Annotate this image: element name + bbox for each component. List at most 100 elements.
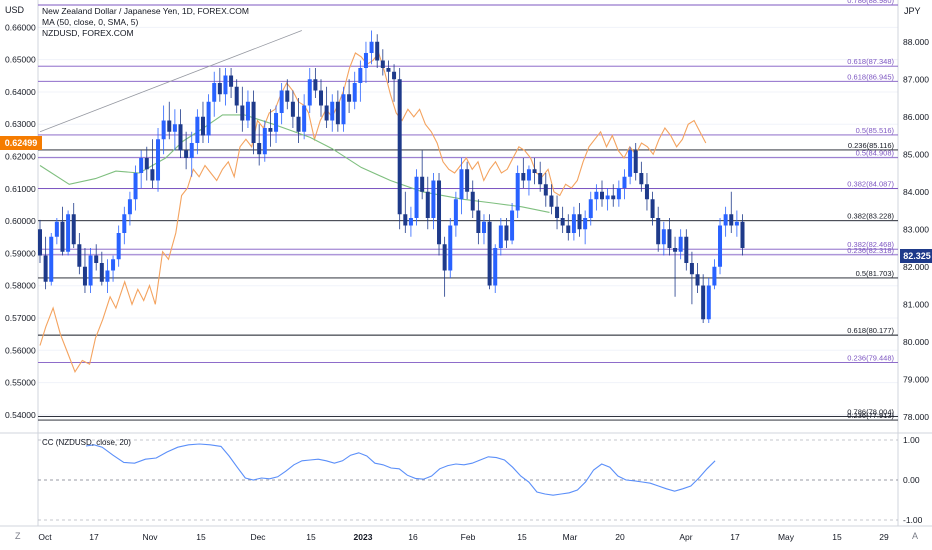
candle-body xyxy=(352,83,357,102)
candle xyxy=(723,206,728,237)
candle-body xyxy=(139,158,144,173)
x-tick-label: 16 xyxy=(408,532,418,542)
candle xyxy=(628,146,633,185)
left-tick-label: 0.56000 xyxy=(5,345,36,355)
nzdjpy-price-tag: 82.325 xyxy=(900,249,932,263)
candle-body xyxy=(498,225,503,248)
candle xyxy=(678,229,683,260)
cc-tick-label: -1.00 xyxy=(903,515,923,525)
left-tick-label: 0.59000 xyxy=(5,248,36,258)
candle xyxy=(234,79,239,113)
ma-legend[interactable]: MA (50, close, 0, SMA, 5) xyxy=(42,17,139,27)
candle xyxy=(644,173,649,211)
candle-body xyxy=(161,120,166,140)
overlay-legend[interactable]: NZDUSD, FOREX.COM xyxy=(42,28,134,38)
candle xyxy=(510,203,515,245)
candle-body xyxy=(689,263,694,275)
fib-label: 0.382(82.468) xyxy=(847,240,894,249)
fib-label: 0.236(77.913) xyxy=(847,411,894,420)
symbol-title[interactable]: New Zealand Dollar / Japanese Yen, 1D, F… xyxy=(42,6,249,16)
right-tick-label: 81.000 xyxy=(903,299,929,309)
left-tick-label: 0.64000 xyxy=(5,87,36,97)
candle xyxy=(380,49,385,76)
candle-body xyxy=(71,214,76,245)
x-tick-label: 15 xyxy=(306,532,316,542)
candle-body xyxy=(701,285,706,320)
trendline[interactable] xyxy=(39,30,302,133)
candle xyxy=(487,214,492,290)
x-tick-label: Apr xyxy=(679,532,692,542)
candle-body xyxy=(380,60,385,68)
candle xyxy=(633,143,638,181)
candle-body xyxy=(442,244,447,271)
x-tick-label: Oct xyxy=(38,532,52,542)
candle-body xyxy=(296,116,301,132)
right-tick-label: 84.000 xyxy=(903,187,929,197)
candle xyxy=(358,60,363,102)
candle-body xyxy=(549,195,554,207)
right-tick-label: 86.000 xyxy=(903,112,929,122)
candle-body xyxy=(88,255,93,286)
candle xyxy=(392,64,397,102)
candle-body xyxy=(650,199,655,218)
candle-body xyxy=(172,124,177,132)
right-tick-label: 88.000 xyxy=(903,37,929,47)
candle-body xyxy=(251,101,256,143)
candle xyxy=(639,161,644,192)
candle xyxy=(144,146,149,181)
candle-body xyxy=(274,113,279,132)
candle xyxy=(734,210,739,237)
candle xyxy=(740,214,745,256)
left-tick-label: 0.54000 xyxy=(5,410,36,420)
fib-label: 0.618(87.348) xyxy=(847,57,894,66)
candle xyxy=(257,124,262,166)
candle xyxy=(111,255,116,282)
candle-body xyxy=(144,158,149,170)
candle xyxy=(667,218,672,256)
candle xyxy=(285,79,290,110)
candle-body xyxy=(684,236,689,263)
correlation-pane: 1.00 0.00 -1.00 xyxy=(0,432,932,525)
candle-body xyxy=(487,221,492,286)
candle xyxy=(414,169,419,226)
auto-scale-button[interactable]: A xyxy=(912,531,919,541)
candle-body xyxy=(156,139,161,181)
candle-body xyxy=(330,101,335,121)
candle xyxy=(38,219,42,263)
candle xyxy=(588,191,593,226)
nzdusd-price-tag: 0.62499 xyxy=(0,136,42,150)
cc-legend[interactable]: CC (NZDUSD, close, 20) xyxy=(42,438,131,447)
candle-body xyxy=(386,68,391,72)
candle xyxy=(54,218,59,245)
fib-label: 0.618(80.177) xyxy=(847,326,894,335)
x-tick-label: 15 xyxy=(832,532,842,542)
candle-body xyxy=(600,191,604,200)
candle-body xyxy=(453,199,458,226)
candle xyxy=(212,71,217,117)
candle-body xyxy=(341,94,346,125)
candle xyxy=(386,60,391,83)
candle-body xyxy=(577,214,582,230)
candle-body xyxy=(60,221,65,252)
candle xyxy=(526,165,531,196)
cc-tick-label: 1.00 xyxy=(903,435,920,445)
candle xyxy=(352,71,357,110)
left-tick-label: 0.66000 xyxy=(5,22,36,32)
timezone-button[interactable]: Z xyxy=(15,531,21,541)
candle xyxy=(521,158,526,188)
candle-body xyxy=(184,150,189,158)
candle-body xyxy=(178,124,183,151)
candle xyxy=(139,150,144,188)
x-axis: Oct 17 Nov 15 Dec 15 2023 16 Feb 15 Mar 20 Apr 17 May 1… xyxy=(0,525,932,542)
candle xyxy=(335,90,340,132)
candle xyxy=(290,90,295,128)
candle-body xyxy=(397,79,402,215)
candle-body xyxy=(555,206,560,218)
candle xyxy=(319,79,323,117)
candle-body xyxy=(302,105,307,132)
candle xyxy=(600,180,604,207)
candle-body xyxy=(195,116,200,143)
candle-body xyxy=(706,285,711,320)
candle-body xyxy=(369,41,374,53)
